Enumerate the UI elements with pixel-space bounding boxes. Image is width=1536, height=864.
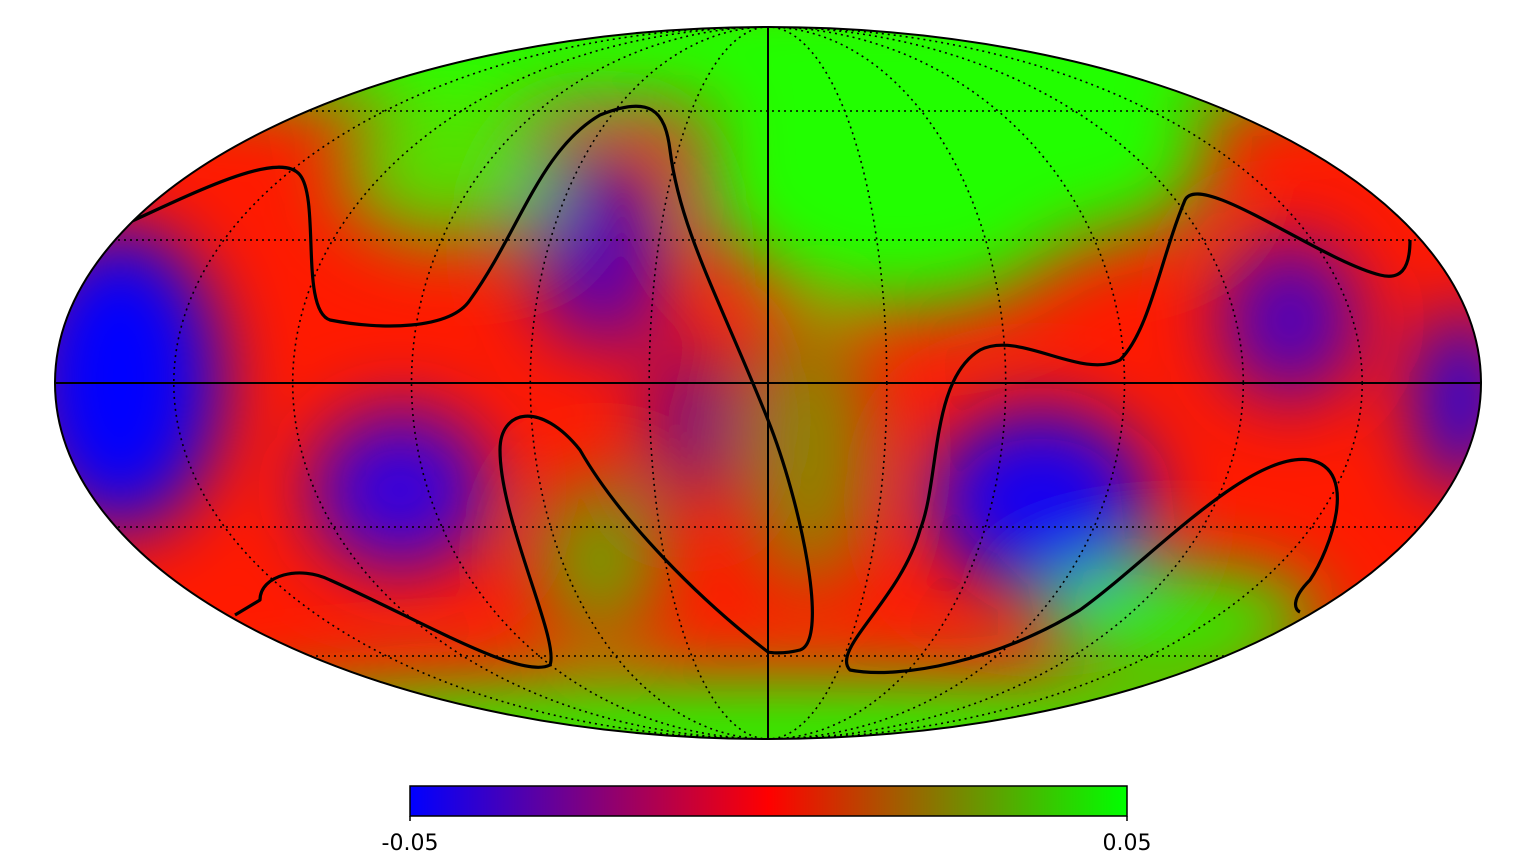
colorbar-gradient xyxy=(409,785,1128,817)
colorbar: -0.05 0.05 xyxy=(382,785,1152,856)
sky-field xyxy=(55,27,1481,739)
graticule xyxy=(55,27,1481,739)
colorbar-tick-label: -0.05 xyxy=(382,831,439,856)
map-outline xyxy=(54,26,1482,740)
colorbar-tick-label: 0.05 xyxy=(1103,831,1152,856)
contours xyxy=(129,104,1412,675)
